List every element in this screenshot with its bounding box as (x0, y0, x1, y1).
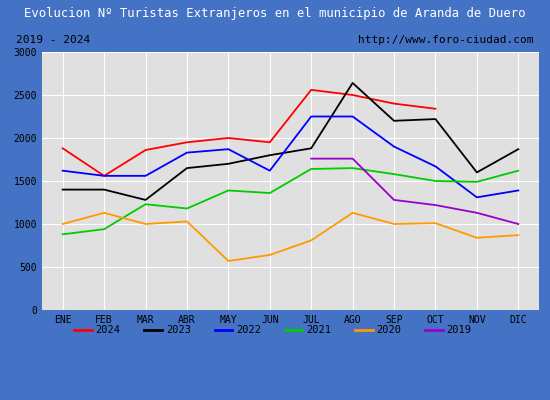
Text: Evolucion Nº Turistas Extranjeros en el municipio de Aranda de Duero: Evolucion Nº Turistas Extranjeros en el … (24, 8, 526, 20)
Text: 2022: 2022 (236, 325, 261, 335)
Text: 2024: 2024 (96, 325, 120, 335)
Text: 2019: 2019 (447, 325, 471, 335)
Text: 2019 - 2024: 2019 - 2024 (16, 35, 91, 45)
Text: 2021: 2021 (306, 325, 331, 335)
Text: 2023: 2023 (166, 325, 191, 335)
Text: http://www.foro-ciudad.com: http://www.foro-ciudad.com (358, 35, 534, 45)
Text: 2020: 2020 (376, 325, 402, 335)
